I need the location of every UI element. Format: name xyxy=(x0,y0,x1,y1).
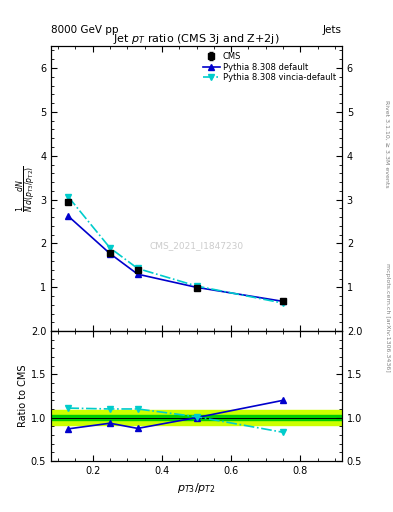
Pythia 8.308 vincia-default xyxy=(108,245,112,251)
X-axis label: $p_{T3}/p_{T2}$: $p_{T3}/p_{T2}$ xyxy=(177,481,216,495)
Text: Jets: Jets xyxy=(323,25,342,35)
Pythia 8.308 default xyxy=(135,271,140,278)
Pythia 8.308 vincia-default xyxy=(135,265,140,271)
Pythia 8.308 vincia-default xyxy=(194,283,199,289)
Pythia 8.308 default xyxy=(108,250,112,257)
Bar xyxy=(51,415,342,420)
Text: Rivet 3.1.10, ≥ 3.3M events: Rivet 3.1.10, ≥ 3.3M events xyxy=(385,99,389,187)
Bar xyxy=(51,410,342,425)
Y-axis label: Ratio to CMS: Ratio to CMS xyxy=(18,365,28,427)
Text: 8000 GeV pp: 8000 GeV pp xyxy=(51,25,119,35)
Line: Pythia 8.308 vincia-default: Pythia 8.308 vincia-default xyxy=(66,194,286,306)
Title: Jet $p_T$ ratio (CMS 3j and Z+2j): Jet $p_T$ ratio (CMS 3j and Z+2j) xyxy=(113,32,280,46)
Pythia 8.308 default xyxy=(194,284,199,290)
Pythia 8.308 vincia-default xyxy=(66,194,71,200)
Text: CMS_2021_I1847230: CMS_2021_I1847230 xyxy=(149,241,244,250)
Line: Pythia 8.308 default: Pythia 8.308 default xyxy=(66,214,286,304)
Pythia 8.308 default xyxy=(281,298,285,305)
Pythia 8.308 vincia-default xyxy=(281,300,285,306)
Legend: CMS, Pythia 8.308 default, Pythia 8.308 vincia-default: CMS, Pythia 8.308 default, Pythia 8.308 … xyxy=(201,50,338,84)
Text: mcplots.cern.ch [arXiv:1306.3436]: mcplots.cern.ch [arXiv:1306.3436] xyxy=(385,263,389,372)
Pythia 8.308 default xyxy=(66,213,71,219)
Y-axis label: $\frac{1}{N}\frac{dN}{d(p_{T3}/p_{T2})}$: $\frac{1}{N}\frac{dN}{d(p_{T3}/p_{T2})}$ xyxy=(15,165,39,212)
